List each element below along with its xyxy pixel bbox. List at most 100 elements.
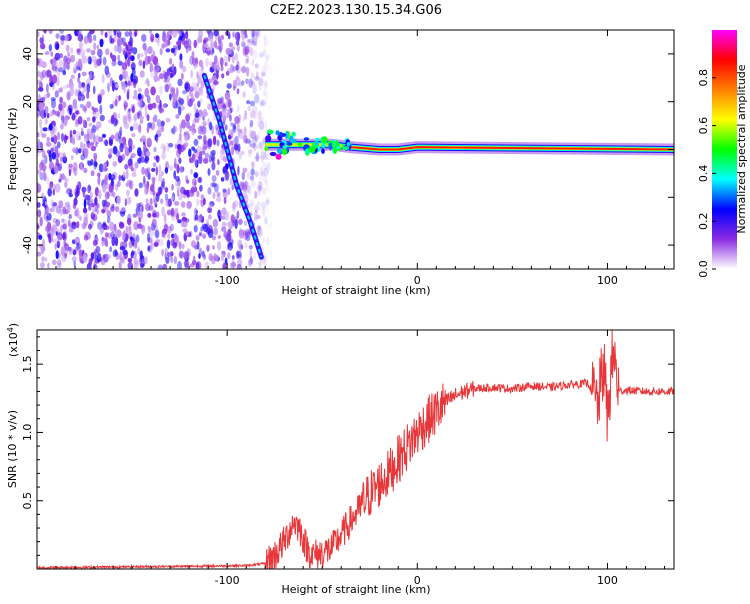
noise-cell [262,237,265,243]
noise-cell [232,66,237,72]
noise-cell [150,86,156,96]
noise-cell [41,133,47,138]
noise-cell [76,48,81,56]
noise-cell [181,72,184,80]
noise-cell [59,53,64,59]
noise-cell [84,135,89,143]
noise-cell [253,156,260,162]
noise-cell [159,48,163,56]
noise-cell [40,245,45,255]
noise-cell [220,34,225,40]
noise-cell [234,52,239,62]
noise-cell [104,191,110,200]
noise-cell [104,201,111,208]
noise-cell [195,261,200,269]
noise-cell [37,70,41,78]
noise-cell [256,132,260,139]
noise-cell [195,235,200,241]
noise-cell [87,160,92,167]
noise-cell [202,233,207,239]
noise-cell [41,256,45,262]
noise-cell [165,256,170,264]
noise-cell [253,32,259,42]
noise-cell [150,184,155,192]
noise-cell [66,63,70,70]
noise-cell [204,42,209,48]
noise-cell [264,80,268,87]
noise-cell [52,84,56,90]
noise-cell [37,169,42,175]
noise-cell [263,60,269,70]
noise-cell [266,199,272,207]
noise-cell [178,241,182,249]
noise-cell [254,155,260,160]
noise-cell [68,213,72,220]
noise-cell [59,158,63,167]
noise-cell [226,233,231,243]
noise-cell [110,134,115,140]
noise-cell [161,206,165,217]
noise-cell [104,139,109,147]
noise-cell [158,164,162,174]
noise-cell [265,197,270,207]
noise-cell [257,115,262,121]
noise-cell [134,188,139,197]
noise-cell [133,114,137,122]
noise-cell [221,207,227,216]
noise-cell [51,65,57,71]
noise-cell [83,212,89,220]
noise-cell [132,95,137,100]
noise-cell [241,150,245,156]
noise-cell [116,195,121,205]
noise-cell [128,225,132,231]
noise-cell [264,92,269,100]
noise-cell [96,203,100,209]
noise-cell [93,42,97,51]
noise-cell [262,261,268,268]
noise-cell [171,63,175,72]
noise-cell [92,205,95,215]
noise-cell [185,121,190,129]
noise-cell [177,30,181,35]
noise-cell [37,209,42,218]
noise-cell [86,128,91,134]
noise-cell [93,152,98,161]
noise-cell [257,188,261,197]
noise-cell [263,167,268,172]
noise-cell [62,232,66,241]
noise-cell [111,60,115,67]
snr-frame [36,329,675,570]
noise-cell [137,246,141,255]
noise-cell [124,31,130,37]
noise-cell [127,57,131,67]
noise-cell [110,114,115,124]
noise-cell [37,57,40,66]
trace-blob [322,136,328,144]
noise-cell [268,156,271,164]
noise-cell [198,59,204,68]
noise-cell [101,74,105,84]
noise-cell [58,178,61,183]
noise-cell [77,72,81,79]
noise-cell [249,249,252,258]
noise-cell [221,227,227,232]
noise-cell [83,198,87,209]
noise-cell [262,89,267,96]
noise-cell [75,221,80,229]
noise-cell [82,188,86,198]
noise-cell [144,158,149,164]
noise-cell [83,167,88,173]
noise-cell [47,187,52,197]
noise-cell [254,63,259,69]
noise-cell [193,172,199,179]
noise-cell [196,198,200,207]
noise-cell [243,188,247,199]
noise-cell [186,200,192,210]
noise-cell [102,163,106,173]
noise-cell [178,251,185,259]
noise-cell [138,123,142,134]
noise-cell [57,141,61,149]
noise-cell [127,261,133,269]
noise-cell [131,133,136,138]
noise-cell [75,131,81,141]
